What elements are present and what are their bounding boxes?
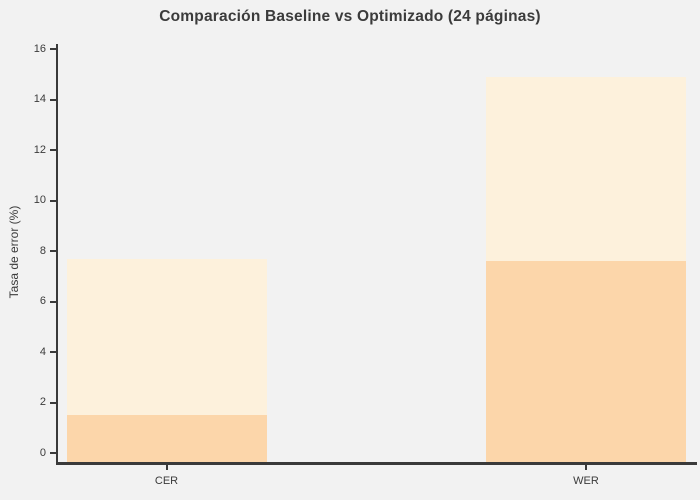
y-tick-label: 12: [33, 143, 46, 156]
y-tick-mark: [50, 98, 56, 101]
y-tick-mark: [50, 401, 56, 404]
y-tick-label: 4: [39, 345, 46, 358]
x-tick-mark: [165, 465, 168, 470]
x-axis-spine: [56, 462, 697, 465]
y-tick-mark: [50, 250, 56, 252]
y-tick-label: 2: [39, 396, 46, 408]
y-tick-mark: [50, 300, 56, 303]
y-tick-label: 0: [39, 446, 46, 459]
y-axis-spine: [56, 44, 58, 463]
chart-title: Comparación Baseline vs Optimizado (24 p…: [159, 8, 541, 25]
x-tick-mark: [585, 465, 587, 470]
y-tick-label: 6: [39, 295, 46, 307]
y-tick-mark: [50, 452, 56, 454]
y-tick-label: 14: [33, 93, 46, 105]
bar-optimizado-cer: [66, 415, 267, 462]
y-tick-label: 8: [39, 244, 46, 257]
y-tick-mark: [50, 199, 56, 202]
x-tick-label-wer: WER: [573, 475, 599, 487]
y-tick-mark: [50, 351, 56, 353]
bar-optimizado-wer: [486, 261, 686, 462]
y-tick-label: 16: [33, 42, 46, 55]
y-tick-mark: [50, 149, 56, 151]
y-tick-mark: [50, 48, 56, 50]
x-tick-label-cer: CER: [154, 475, 179, 487]
y-tick-label: 10: [33, 194, 46, 206]
